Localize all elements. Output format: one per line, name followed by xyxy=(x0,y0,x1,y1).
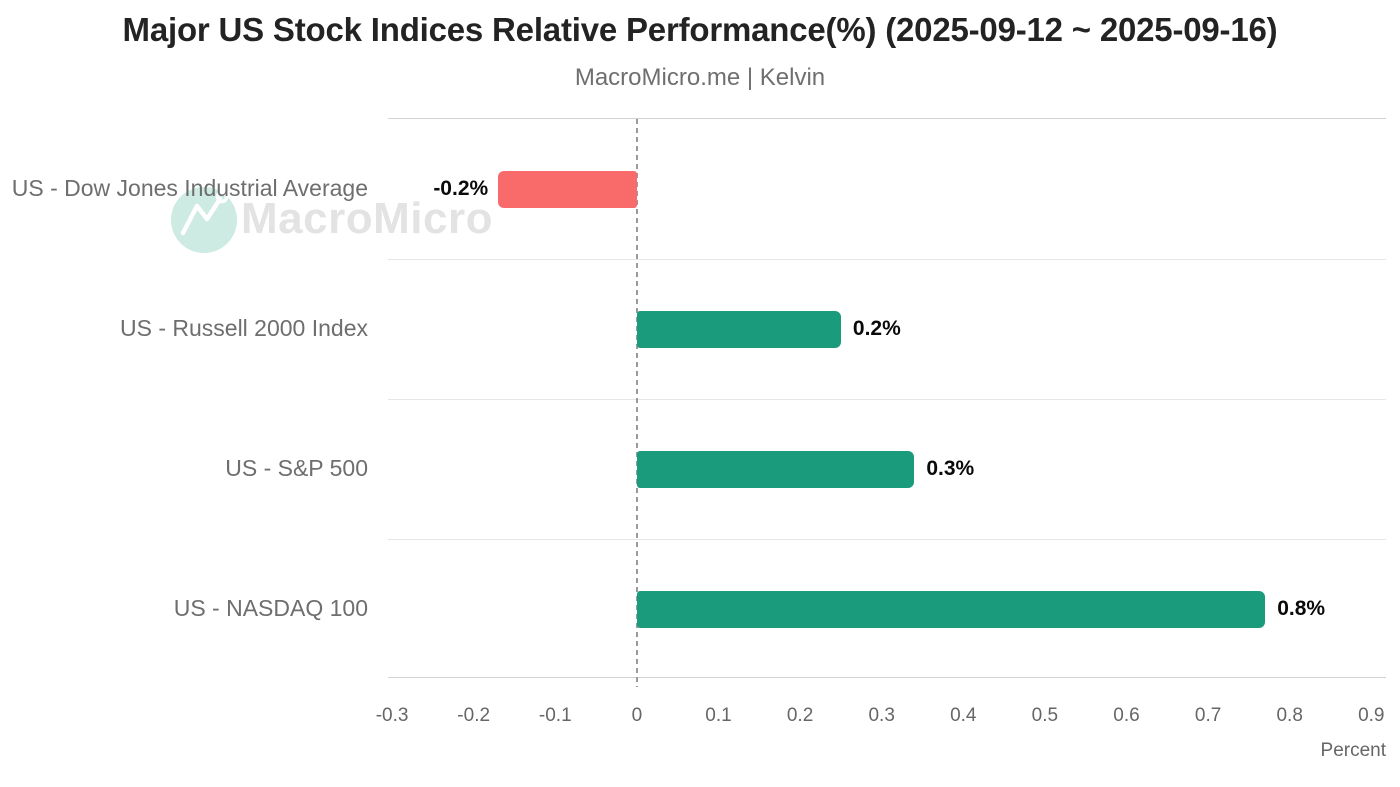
row-separator xyxy=(388,539,1386,540)
bar-us-s-p-500[interactable] xyxy=(636,450,915,488)
chart-title: Major US Stock Indices Relative Performa… xyxy=(122,11,1278,48)
x-tick-label: -0.1 xyxy=(538,705,572,726)
category-label: US - Dow Jones Industrial Average xyxy=(11,174,368,201)
x-tick-label: 0.2 xyxy=(786,705,814,726)
x-tick-label: 0.3 xyxy=(868,705,895,726)
category-label: US - NASDAQ 100 xyxy=(173,594,368,621)
x-tick-label: 0.4 xyxy=(950,705,977,726)
row-separator xyxy=(388,399,1386,400)
bar-us-dow-jones-industrial-average[interactable] xyxy=(498,170,637,208)
x-tick-label: 0.1 xyxy=(705,705,732,726)
x-tick-label: -0.3 xyxy=(375,705,409,726)
x-tick-label: 0.6 xyxy=(1113,705,1140,726)
x-tick-label: 0.7 xyxy=(1194,705,1222,726)
x-axis: -0.3 -0.2 -0.1 0 0.1 0.2 0.3 0.4 0.5 0.6 0.7 0.8 0.9 xyxy=(376,705,1386,735)
x-axis-unit-label: Percent xyxy=(1320,740,1386,761)
category-axis: US - Dow Jones Industrial Average US - Ru… xyxy=(0,118,368,678)
x-tick-label: 0.9 xyxy=(1358,705,1385,726)
category-label: US - Russell 2000 Index xyxy=(119,314,368,341)
x-tick-label: -0.2 xyxy=(457,705,491,726)
row-separator xyxy=(388,259,1386,260)
plot-area: -0.2% 0.2% 0.3% 0.8% xyxy=(388,118,1386,687)
bar-value-label: 0.3% xyxy=(926,457,975,480)
chart-subtitle: MacroMicro.me | Kelvin xyxy=(574,64,826,91)
bar-us-russell-2000-index[interactable] xyxy=(636,310,841,348)
x-tick-label: 0.5 xyxy=(1031,705,1059,726)
bar-us-nasdaq-100[interactable] xyxy=(636,590,1266,628)
bar-value-label: 0.2% xyxy=(852,317,901,340)
x-tick-label: 0.8 xyxy=(1276,705,1303,726)
x-tick-label: 0 xyxy=(631,705,643,726)
category-label: US - S&P 500 xyxy=(225,454,368,481)
bar-value-label: -0.2% xyxy=(433,177,489,200)
zero-baseline xyxy=(635,119,638,687)
bar-value-label: 0.8% xyxy=(1277,597,1326,620)
